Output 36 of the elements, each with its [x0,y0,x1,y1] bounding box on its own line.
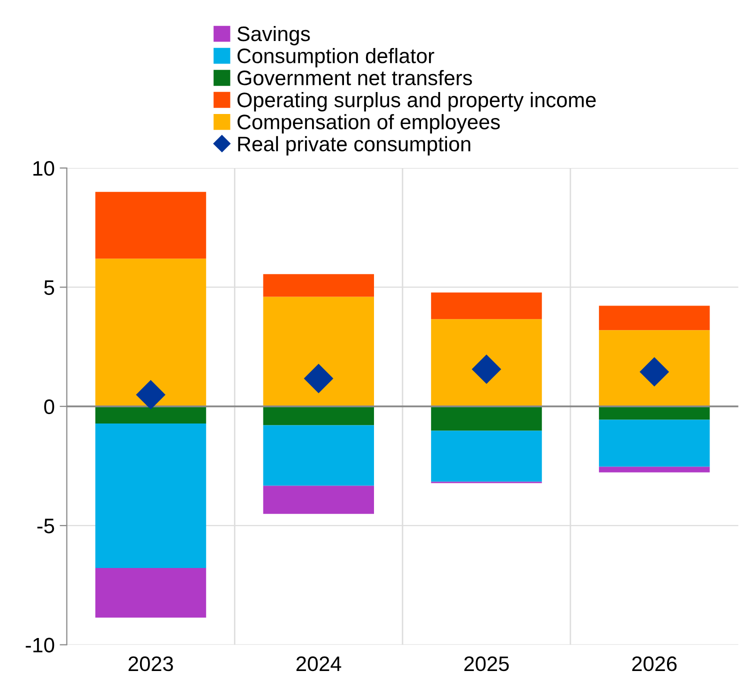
bar [431,319,542,406]
bar [263,274,374,297]
y-tick-label: -10 [26,638,54,653]
bar [95,424,206,568]
bar [95,406,206,424]
y-tick-label: 10 [33,161,54,176]
bar [95,192,206,259]
y-tick-label: 0 [44,399,54,414]
point [136,380,166,410]
bar [598,466,710,472]
bar [95,258,206,406]
bar [263,406,374,426]
x-tick-label: 2025 [464,656,509,672]
legend-label: Operating surplus and property income [237,92,596,112]
legend-label: Consumption deflator [238,48,434,68]
legend-label: Savings [237,26,310,46]
x-tick-label: 2023 [128,656,173,672]
point [304,364,334,393]
bar [598,306,710,330]
bar [95,568,206,618]
x-tick-label: 2026 [632,656,677,672]
bar [263,486,374,514]
bar [431,406,542,431]
bar [598,420,710,467]
bar [263,425,374,486]
legend-label: Compensation of employees [238,114,500,134]
bar [431,292,542,320]
y-tick-label: -5 [37,518,54,534]
legend-label: Real private consumption [238,136,470,156]
bar [598,330,710,406]
bar [431,430,542,482]
bar [598,406,710,420]
legend-label: Government net transfers [238,70,472,86]
bar [263,296,374,406]
y-tick-label: 5 [44,280,54,295]
x-tick-label: 2024 [296,656,342,672]
